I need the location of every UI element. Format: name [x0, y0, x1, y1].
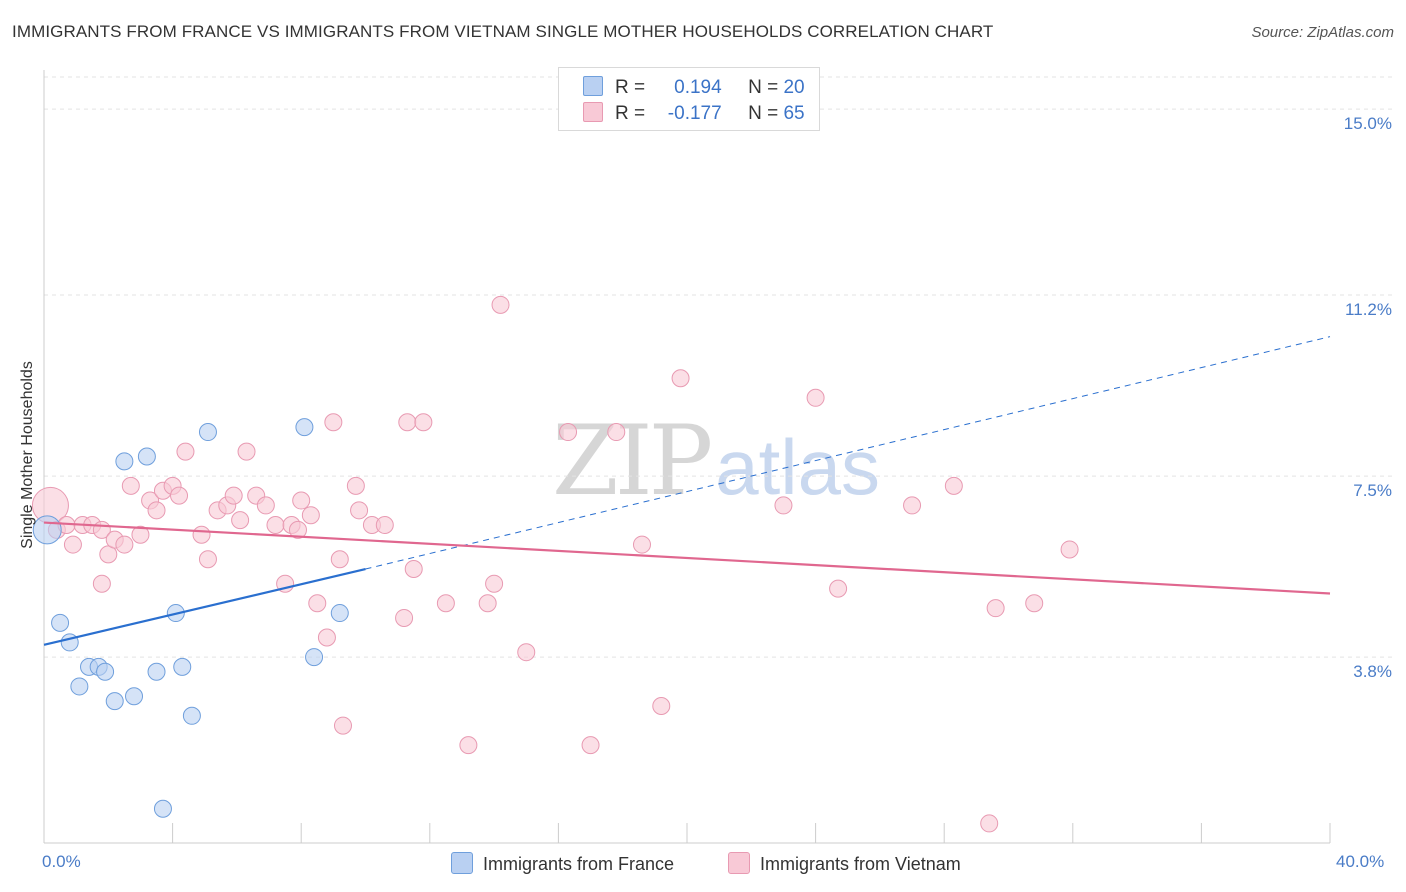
vietnam-point: [806, 388, 825, 407]
vietnam-point: [395, 608, 414, 627]
vietnam-point: [308, 594, 327, 613]
vietnam-point: [559, 423, 578, 442]
vietnam-point: [350, 501, 369, 520]
legend-r-label-france: R =: [615, 77, 646, 98]
vietnam-point: [980, 814, 999, 833]
france-point: [115, 452, 134, 471]
france-point: [182, 706, 201, 725]
vietnam-point: [170, 486, 189, 505]
vietnam-point: [398, 413, 417, 432]
vietnam-point: [63, 535, 82, 554]
france-point: [173, 657, 192, 676]
source-label: Source: ZipAtlas.com: [1251, 24, 1394, 41]
correlation-legend: R = 0.194 N = 20 R = -0.177 N = 65: [558, 67, 820, 131]
vietnam-point: [581, 736, 600, 755]
vietnam-point: [288, 520, 307, 539]
vietnam-point: [198, 550, 217, 569]
vietnam-point: [317, 628, 336, 647]
vietnam-point: [944, 476, 963, 495]
vietnam-point: [92, 574, 111, 593]
france-point: [295, 418, 314, 437]
vietnam-point: [224, 486, 243, 505]
y-tick-label: 7.5%: [1353, 481, 1392, 501]
vietnam-point: [485, 574, 504, 593]
france-point: [51, 613, 70, 632]
vietnam-point: [414, 413, 433, 432]
vietnam-point: [607, 423, 626, 442]
vietnam-point: [192, 525, 211, 544]
france-point: [147, 662, 166, 681]
y-tick-label: 11.2%: [1345, 300, 1392, 320]
vietnam-point: [1025, 594, 1044, 613]
france-point: [305, 648, 324, 667]
vietnam-point: [1060, 540, 1079, 559]
vietnam-point: [903, 496, 922, 515]
legend-row-vietnam: R = -0.177 N = 65: [583, 102, 805, 126]
vietnam-point: [478, 594, 497, 613]
legend-n-label-france: N =: [748, 77, 779, 98]
vietnam-point: [237, 442, 256, 461]
chart-title: IMMIGRANTS FROM FRANCE VS IMMIGRANTS FRO…: [12, 22, 994, 41]
vietnam-point: [491, 295, 510, 314]
bottom-swatch-vietnam: [728, 852, 750, 874]
vietnam-point: [176, 442, 195, 461]
france-trend-extension: [365, 336, 1331, 570]
vietnam-point: [115, 535, 134, 554]
bottom-swatch-france: [451, 852, 473, 874]
france-point: [125, 687, 144, 706]
vietnam-point: [375, 515, 394, 534]
vietnam-point: [333, 716, 352, 735]
france-point: [137, 447, 156, 466]
vietnam-point: [404, 560, 423, 579]
y-axis-label: Single Mother Households: [19, 361, 36, 549]
vietnam-point: [652, 697, 671, 716]
bottom-legend-france-label: Immigrants from France: [483, 854, 675, 874]
legend-swatch-france: [583, 76, 603, 96]
france-point: [96, 662, 115, 681]
x-tick-min: 0.0%: [42, 852, 81, 871]
france-point: [32, 515, 62, 545]
vietnam-point: [292, 491, 311, 510]
vietnam-trend-line: [43, 521, 1331, 595]
legend-n-value-france: 20: [783, 77, 805, 98]
vietnam-point: [324, 413, 343, 432]
vietnam-point: [986, 599, 1005, 618]
y-tick-label: 15.0%: [1343, 114, 1392, 134]
france-point: [105, 692, 124, 711]
vietnam-point: [147, 501, 166, 520]
vietnam-point: [121, 476, 140, 495]
bottom-legend-france: Immigrants from France: [451, 852, 674, 875]
france-trend-line: [43, 567, 366, 646]
legend-n-label-vietnam: N =: [748, 103, 779, 124]
legend-r-value-vietnam: -0.177: [667, 103, 722, 124]
vietnam-point: [517, 643, 536, 662]
y-tick-label: 3.8%: [1353, 662, 1392, 682]
vietnam-point: [131, 525, 150, 544]
legend-r-label-vietnam: R =: [615, 103, 646, 124]
bottom-legend-vietnam-label: Immigrants from Vietnam: [760, 854, 961, 874]
vietnam-point: [346, 476, 365, 495]
bottom-legend-vietnam: Immigrants from Vietnam: [728, 852, 961, 875]
france-point: [330, 604, 349, 623]
vietnam-point: [256, 496, 275, 515]
vietnam-point: [671, 369, 690, 388]
legend-r-value-france: 0.194: [674, 77, 722, 98]
vietnam-point: [774, 496, 793, 515]
x-tick-max: 40.0%: [1336, 852, 1385, 871]
vietnam-point: [632, 535, 651, 554]
vietnam-point: [330, 550, 349, 569]
legend-row-france: R = 0.194 N = 20: [583, 76, 805, 100]
vietnam-point: [436, 594, 455, 613]
france-point: [70, 677, 89, 696]
legend-n-value-vietnam: 65: [783, 103, 805, 124]
vietnam-point: [829, 579, 848, 598]
vietnam-point: [459, 736, 478, 755]
france-point: [153, 799, 172, 818]
vietnam-point: [301, 506, 320, 525]
france-point: [198, 423, 217, 442]
legend-swatch-vietnam: [583, 102, 603, 122]
vietnam-point: [231, 511, 250, 530]
vietnam-point: [266, 515, 285, 534]
